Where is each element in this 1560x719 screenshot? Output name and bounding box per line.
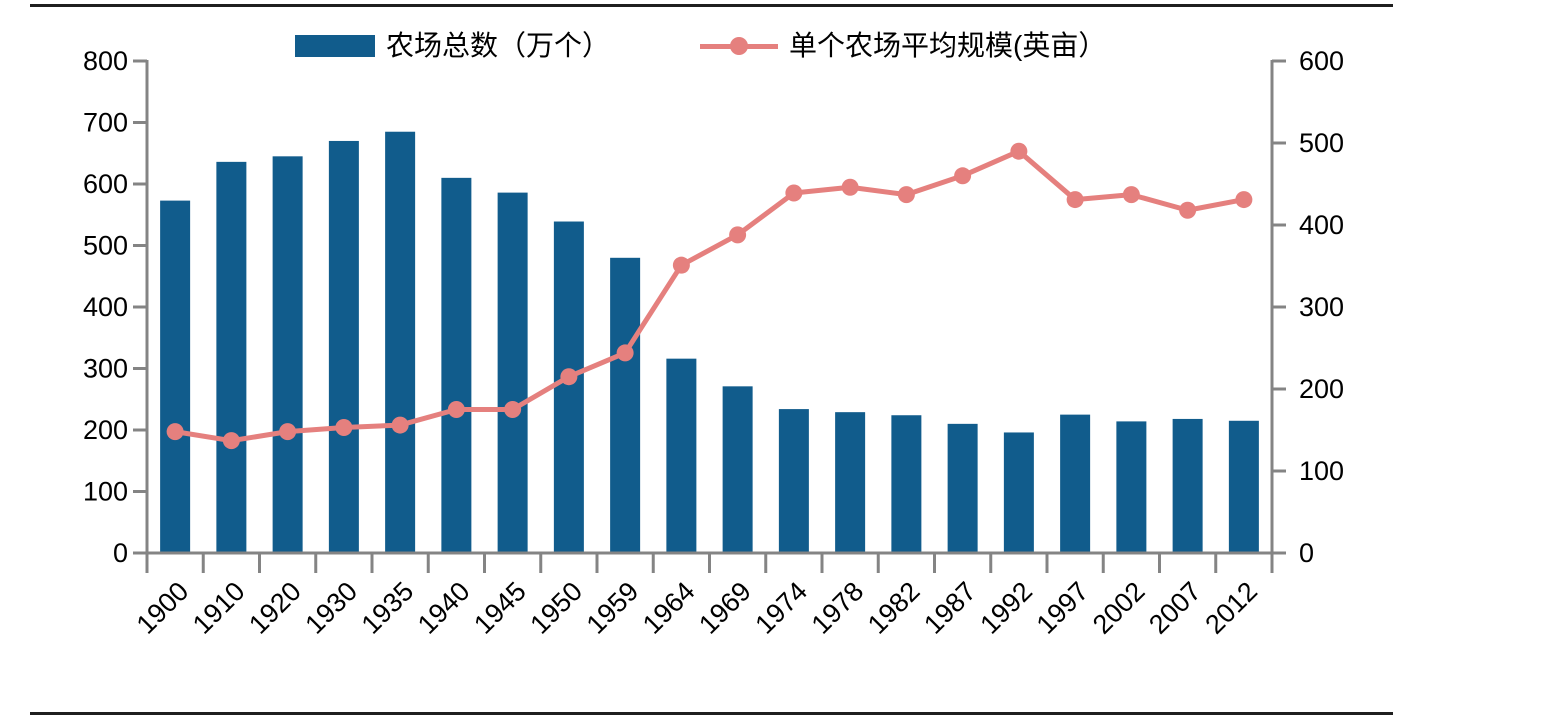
bar-1969 bbox=[722, 386, 753, 553]
x-label-1920: 1920 bbox=[243, 576, 307, 640]
y-right-label-0: 0 bbox=[1299, 538, 1314, 568]
x-label-1910: 1910 bbox=[187, 576, 251, 640]
top-rule bbox=[30, 4, 1393, 7]
x-label-1930: 1930 bbox=[299, 576, 363, 640]
bar-1982 bbox=[891, 415, 922, 553]
dot-1935 bbox=[391, 416, 409, 434]
legend: 农场总数（万个） 单个农场平均规模(英亩） bbox=[0, 28, 1560, 64]
y-left-label-100: 100 bbox=[83, 477, 128, 507]
bar-1959 bbox=[610, 257, 641, 553]
x-label-1900: 1900 bbox=[131, 576, 195, 640]
legend-label-avg-size: 单个农场平均规模(英亩） bbox=[789, 30, 1107, 61]
dot-1945 bbox=[504, 401, 522, 418]
y-right-label-200: 200 bbox=[1299, 374, 1344, 404]
x-label-1950: 1950 bbox=[524, 576, 588, 640]
bar-1950 bbox=[553, 221, 584, 553]
dot-1982 bbox=[897, 186, 915, 204]
bar-2002 bbox=[1116, 421, 1147, 553]
dot-1959 bbox=[616, 344, 634, 362]
bar-1930 bbox=[328, 140, 359, 553]
legend-item-farm-count: 农场总数（万个） bbox=[295, 28, 610, 64]
bottom-rule bbox=[30, 712, 1393, 715]
dot-1992 bbox=[1010, 142, 1028, 160]
dot-1987 bbox=[954, 167, 972, 185]
bar-1920 bbox=[272, 156, 303, 553]
x-label-1974: 1974 bbox=[749, 576, 813, 640]
x-label-1940: 1940 bbox=[412, 576, 476, 640]
bar-1910 bbox=[216, 161, 247, 554]
avg-size-line bbox=[174, 148, 1245, 444]
bar-series-swatch-icon bbox=[295, 35, 375, 57]
y-right-label-300: 300 bbox=[1299, 292, 1344, 322]
x-label-1978: 1978 bbox=[806, 576, 870, 640]
y-right-label-600: 600 bbox=[1299, 46, 1344, 76]
bar-1935 bbox=[385, 131, 416, 553]
legend-dot bbox=[730, 37, 748, 55]
dot-2002 bbox=[1122, 186, 1140, 204]
y-right-label-400: 400 bbox=[1299, 210, 1344, 240]
dot-1964 bbox=[672, 256, 690, 274]
legend-label-farm-count: 农场总数（万个） bbox=[386, 30, 611, 61]
y-left-label-600: 600 bbox=[83, 169, 128, 199]
bar-1974 bbox=[778, 409, 809, 553]
bar-2012 bbox=[1228, 420, 1259, 553]
bar-2007 bbox=[1172, 418, 1203, 553]
dot-1978 bbox=[841, 178, 859, 196]
x-label-1935: 1935 bbox=[356, 576, 420, 640]
x-label-2002: 2002 bbox=[1087, 576, 1151, 640]
y-left-label-0: 0 bbox=[113, 538, 128, 568]
bar-1964 bbox=[666, 358, 697, 553]
bar-1992 bbox=[1003, 432, 1034, 553]
dot-1930 bbox=[335, 419, 353, 437]
dot-1910 bbox=[222, 432, 240, 450]
legend-item-avg-size: 单个农场平均规模(英亩） bbox=[700, 28, 1106, 64]
x-label-2012: 2012 bbox=[1199, 576, 1263, 640]
x-label-1987: 1987 bbox=[918, 576, 982, 640]
bar-1997 bbox=[1060, 414, 1091, 553]
dot-1900 bbox=[166, 423, 184, 441]
dot-1969 bbox=[729, 226, 747, 244]
bar-1987 bbox=[947, 423, 978, 553]
dot-1920 bbox=[279, 423, 297, 441]
y-left-label-300: 300 bbox=[83, 354, 128, 384]
dot-2007 bbox=[1179, 201, 1197, 219]
y-left-label-400: 400 bbox=[83, 292, 128, 322]
x-label-1982: 1982 bbox=[862, 576, 926, 640]
dot-2012 bbox=[1235, 191, 1253, 209]
x-label-1959: 1959 bbox=[581, 576, 645, 640]
bar-1900 bbox=[160, 200, 191, 554]
dot-1974 bbox=[785, 184, 803, 202]
y-right-label-500: 500 bbox=[1299, 128, 1344, 158]
x-label-1964: 1964 bbox=[637, 576, 701, 640]
dot-1940 bbox=[447, 401, 465, 418]
y-left-label-200: 200 bbox=[83, 415, 128, 445]
bar-1945 bbox=[497, 192, 528, 554]
x-label-2007: 2007 bbox=[1143, 576, 1207, 640]
x-label-1945: 1945 bbox=[468, 576, 532, 640]
line-series-marker-icon bbox=[700, 37, 778, 55]
y-left-label-500: 500 bbox=[83, 231, 128, 261]
x-label-1969: 1969 bbox=[693, 576, 757, 640]
bar-1978 bbox=[835, 412, 866, 553]
dot-1997 bbox=[1066, 191, 1084, 209]
x-label-1992: 1992 bbox=[974, 576, 1038, 640]
x-label-1997: 1997 bbox=[1031, 576, 1095, 640]
y-left-label-700: 700 bbox=[83, 108, 128, 138]
dot-1950 bbox=[560, 368, 578, 386]
y-right-label-100: 100 bbox=[1299, 456, 1344, 486]
y-left-label-800: 800 bbox=[83, 46, 128, 76]
bar-1940 bbox=[441, 177, 472, 553]
